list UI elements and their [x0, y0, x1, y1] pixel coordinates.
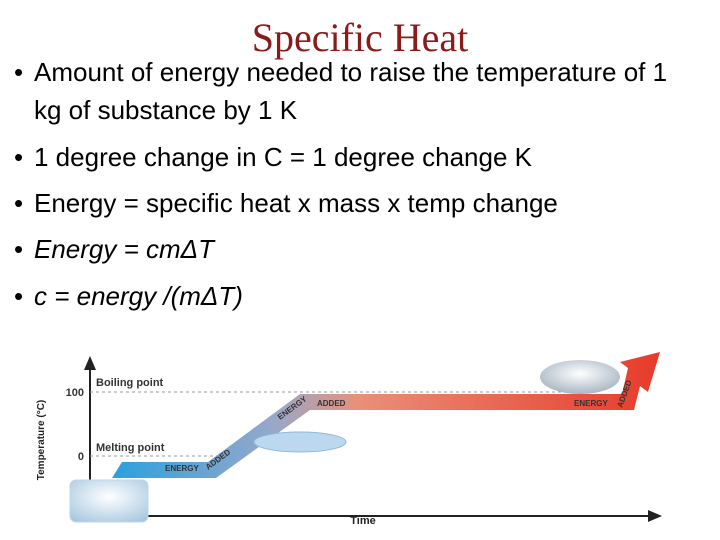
- x-axis-arrow: [648, 510, 662, 522]
- bullet: • Amount of energy needed to raise the te…: [14, 53, 694, 129]
- level-label: Melting point: [96, 442, 165, 454]
- arrow-label: ENERGY: [574, 399, 608, 408]
- level-tick: 0: [78, 451, 84, 463]
- ice-cube: [69, 479, 149, 523]
- bullet-text: c = energy /(mΔT): [34, 281, 243, 311]
- arrow-label: ADDED: [317, 399, 346, 408]
- level-tick: 100: [66, 387, 84, 399]
- water-puddle: [253, 431, 347, 453]
- bullet: • c = energy /(mΔT): [14, 277, 694, 315]
- bullet-text: Energy = cmΔT: [34, 234, 214, 264]
- steam-cloud: [540, 360, 620, 394]
- bullet: • 1 degree change in C = 1 degree change …: [14, 138, 694, 176]
- bullet: • Energy = specific heat x mass x temp ch…: [14, 184, 694, 222]
- bullet-text: Energy = specific heat x mass x temp cha…: [34, 188, 558, 218]
- arrow-label: ENERGY: [165, 464, 199, 473]
- y-axis-arrow: [84, 356, 96, 370]
- y-axis-label: Temperature (°C): [36, 400, 47, 481]
- level-label: Boiling point: [96, 377, 164, 389]
- heating-curve-band: [112, 352, 660, 478]
- slide-title: Specific Heat: [251, 15, 469, 60]
- bullet: • Energy = cmΔT: [14, 230, 694, 268]
- x-axis-label: Time: [350, 515, 375, 527]
- bullet-text: 1 degree change in C = 1 degree change K: [34, 142, 532, 172]
- bullet-text: Amount of energy needed to raise the tem…: [34, 57, 668, 125]
